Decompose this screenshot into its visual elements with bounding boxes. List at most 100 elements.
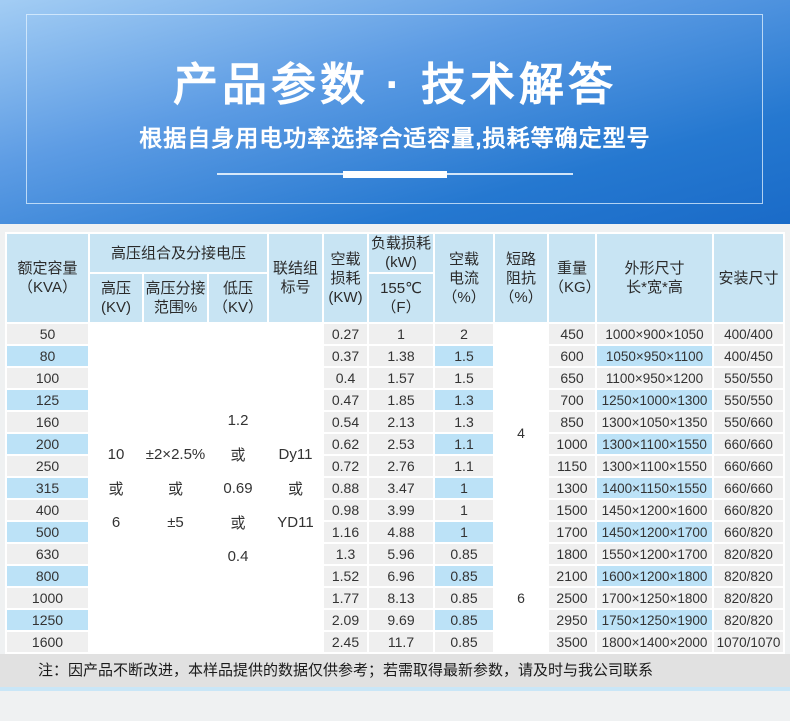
dimensions-cell: 1300×1050×1350 <box>595 410 714 434</box>
current-cell: 1.1 <box>433 432 495 456</box>
no-load-loss-cell: 2.09 <box>322 608 369 632</box>
header-imp-line3: （%） <box>499 288 543 306</box>
header-no-load-current: 空载 电流 （%） <box>433 232 495 324</box>
note-bar: 注：因产品不断改进，本样品提供的数据仅供参考；若需取得最新参数，请及时与我公司联… <box>0 654 790 687</box>
header-tap-line1: 高压分接 <box>145 280 206 297</box>
capacity-cell: 1000 <box>5 586 90 610</box>
header-weight-line1: 重量 <box>556 260 587 277</box>
header-nlc-line2: 电流 <box>448 269 479 287</box>
weight-cell: 450 <box>547 322 597 346</box>
install-cell: 820/820 <box>712 586 785 610</box>
load-loss-cell: 3.47 <box>367 476 435 500</box>
header-conn-line1: 联结组 <box>272 260 318 277</box>
install-cell: 660/660 <box>712 476 785 500</box>
header-connection-group: 联结组 标号 <box>267 232 324 324</box>
current-cell: 1 <box>433 520 495 544</box>
load-loss-cell: 6.96 <box>367 564 435 588</box>
tap-merged-cell-line: ±2×2.5% <box>145 445 206 463</box>
capacity-cell: 125 <box>5 388 90 412</box>
hv-merged-cell-content: 10 或 6 <box>91 446 141 531</box>
header-no-load-loss: 空载 损耗 (KW) <box>322 232 369 324</box>
page-subtitle: 根据自身用电功率选择合适容量,损耗等确定型号 <box>139 125 651 151</box>
current-cell: 1 <box>433 498 495 522</box>
load-loss-cell: 8.13 <box>367 586 435 610</box>
header-ll155-line1: 155℃ <box>380 280 422 297</box>
current-cell: 1.3 <box>433 410 495 434</box>
no-load-loss-cell: 0.98 <box>322 498 369 522</box>
dimensions-cell: 1700×1250×1800 <box>595 586 714 610</box>
weight-cell: 3500 <box>547 630 597 654</box>
dimensions-cell: 1400×1150×1550 <box>595 476 714 500</box>
lv-merged-cell-line: 0.4 <box>227 547 249 565</box>
table-row: 100 0.4 1.57 1.5 650 1100×950×1200 550/550 <box>5 366 785 390</box>
conn-group-merged-cell-line: 或 <box>287 480 303 498</box>
load-loss-cell: 5.96 <box>367 542 435 566</box>
install-cell: 820/820 <box>712 564 785 588</box>
current-cell: 1.5 <box>433 344 495 368</box>
header-hv: 高压 (KV) <box>88 272 144 324</box>
header-load-loss-155: 155℃ （F） <box>367 272 435 324</box>
capacity-cell: 400 <box>5 498 90 522</box>
install-cell: 820/820 <box>712 608 785 632</box>
dimensions-cell: 1750×1250×1900 <box>595 608 714 632</box>
install-cell: 660/820 <box>712 498 785 522</box>
tap-merged-cell: ±2×2.5% 或 ±5 <box>142 322 209 654</box>
lv-merged-cell-line: 或 <box>230 446 246 464</box>
header-dimensions: 外形尺寸 长*宽*高 <box>595 232 714 324</box>
header-install: 安装尺寸 <box>712 232 785 324</box>
weight-cell: 1000 <box>547 432 597 456</box>
dimensions-cell: 1600×1200×1800 <box>595 564 714 588</box>
load-loss-cell: 9.69 <box>367 608 435 632</box>
conn-group-merged-cell: Dy11 或 YD11 <box>267 322 324 654</box>
conn-group-merged-cell-line: Dy11 <box>278 445 313 463</box>
impedance-cell: 6 <box>493 542 549 654</box>
lv-merged-cell-line: 1.2 <box>227 411 249 429</box>
header-hv-group: 高压组合及分接电压 <box>88 232 269 274</box>
table-row: 400 0.98 3.99 1 1500 1450×1200×1600 660/820 <box>5 498 785 522</box>
dimensions-cell: 1300×1100×1550 <box>595 454 714 478</box>
no-load-loss-cell: 2.45 <box>322 630 369 654</box>
load-loss-cell: 2.76 <box>367 454 435 478</box>
install-cell: 660/660 <box>712 432 785 456</box>
note-text: 注：因产品不断改进，本样品提供的数据仅供参考；若需取得最新参数，请及时与我公司联… <box>38 662 654 679</box>
page-title: 产品参数 · 技术解答 <box>173 59 617 110</box>
conn-group-merged-cell-content: Dy11 或 YD11 <box>270 445 321 531</box>
no-load-loss-cell: 0.62 <box>322 432 369 456</box>
header-imp-line2: 阻抗 <box>505 269 536 287</box>
weight-cell: 2100 <box>547 564 597 588</box>
weight-cell: 1300 <box>547 476 597 500</box>
no-load-loss-cell: 0.47 <box>322 388 369 412</box>
weight-cell: 1700 <box>547 520 597 544</box>
load-loss-cell: 4.88 <box>367 520 435 544</box>
header-hv-line2: (KV) <box>101 299 131 316</box>
no-load-loss-cell: 1.77 <box>322 586 369 610</box>
hv-merged-cell-line: 6 <box>111 513 121 531</box>
table-row: 125 0.47 1.85 1.3 700 1250×1000×1300 550/550 <box>5 388 785 412</box>
current-cell: 0.85 <box>433 564 495 588</box>
table-row: 160 0.54 2.13 1.3 850 1300×1050×1350 550/660 <box>5 410 785 434</box>
header-lv-line2: （KV） <box>212 299 263 316</box>
table-row: 1600 2.45 11.7 0.85 3500 1800×1400×2000 1070/1… <box>5 630 785 654</box>
table-row: 630 1.3 5.96 0.85 6 1800 1550×1200×1700 820/820 <box>5 542 785 654</box>
table-row: 250 0.72 2.76 1.1 1150 1300×1100×1550 660/660 <box>5 454 785 478</box>
lv-merged-cell-line: 或 <box>230 514 246 532</box>
no-load-loss-cell: 0.72 <box>322 454 369 478</box>
install-cell: 660/820 <box>712 520 785 544</box>
lv-merged-cell: 1.2 或 0.69 或 0.4 <box>207 322 269 654</box>
install-cell: 400/400 <box>712 322 785 346</box>
header-imp-line1: 短路 <box>505 250 536 268</box>
load-loss-cell: 11.7 <box>367 630 435 654</box>
dimensions-cell: 1250×1000×1300 <box>595 388 714 412</box>
table-row: 1000 1.77 8.13 0.85 2500 1700×1250×1800 820/82… <box>5 586 785 610</box>
current-cell: 1.1 <box>433 454 495 478</box>
header-ll155-line2: （F） <box>381 299 421 316</box>
no-load-loss-cell: 1.52 <box>322 564 369 588</box>
header-load-loss: 负载损耗 (kW) <box>367 232 435 274</box>
capacity-cell: 80 <box>5 344 90 368</box>
load-loss-cell: 1.85 <box>367 388 435 412</box>
no-load-loss-cell: 0.88 <box>322 476 369 500</box>
weight-cell: 2500 <box>547 586 597 610</box>
header-capacity-line1: 额定容量 <box>17 260 78 277</box>
capacity-cell: 500 <box>5 520 90 544</box>
load-loss-cell: 2.13 <box>367 410 435 434</box>
